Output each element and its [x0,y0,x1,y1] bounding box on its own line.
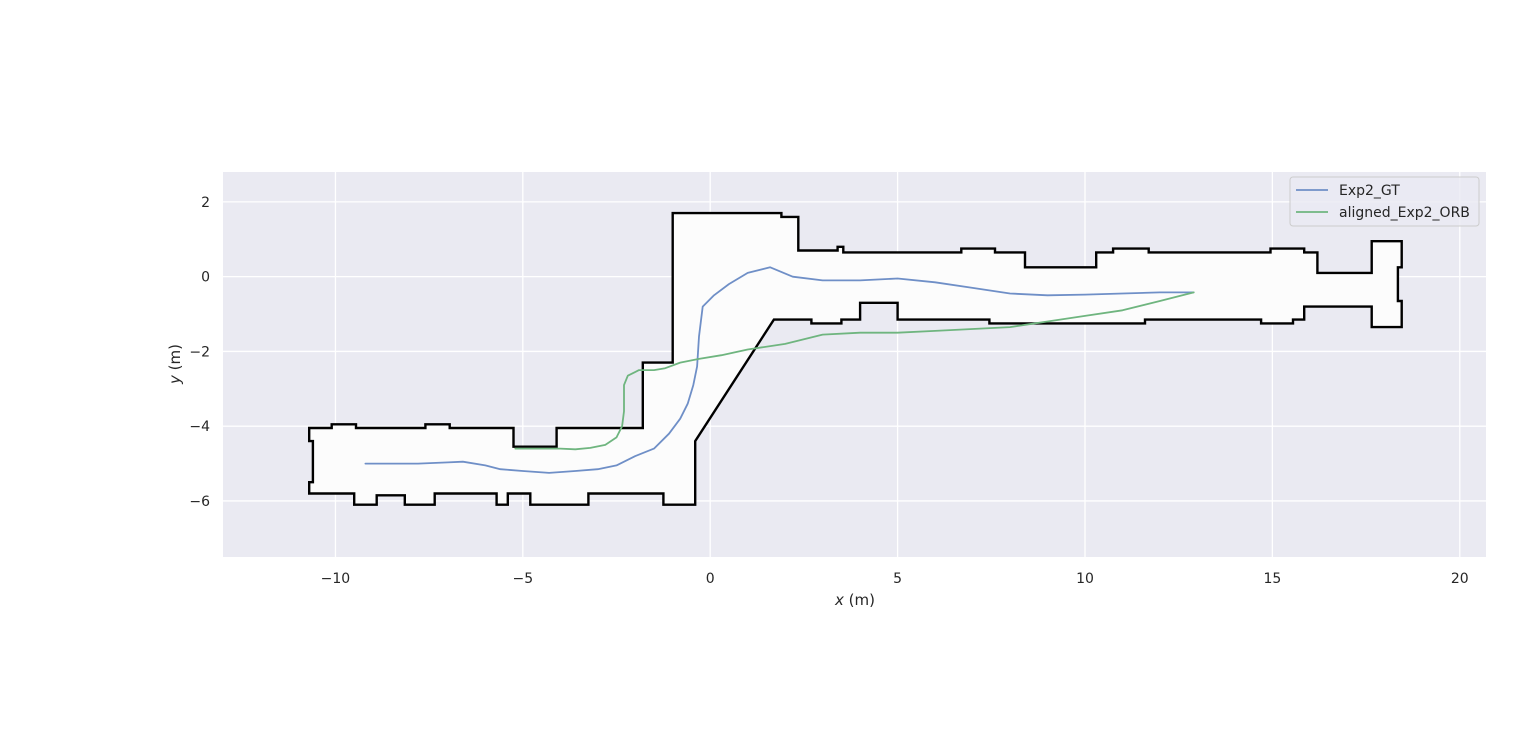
y-axis-label-unit: (m) [166,344,184,375]
legend: Exp2_GT aligned_Exp2_ORB [1289,176,1480,227]
map-outline [308,211,1403,506]
legend-label-gt: Exp2_GT [1339,183,1400,199]
x-tick-label: 0 [706,571,715,587]
x-tick-label: 10 [1076,571,1094,587]
trajectory-series [364,266,1195,474]
x-tick-label: −10 [321,571,351,587]
x-tick-label: 15 [1263,571,1281,587]
x-tick-label: −5 [513,571,534,587]
y-tick-label: −2 [189,344,210,360]
y-tick-label: 2 [201,195,210,211]
x-tick-label: 5 [893,571,902,587]
x-tick-label: 20 [1451,571,1469,587]
gt-trajectory-line [364,266,1195,474]
y-tick-labels: 2 0 −2 −4 −6 [189,195,210,510]
y-tick-label: −4 [189,419,210,435]
x-axis-label: x (m) [834,591,875,609]
y-axis-label-var: y [166,374,184,385]
y-tick-label: −6 [189,494,210,510]
legend-box [1289,176,1480,227]
occupancy-map [308,211,1403,506]
x-tick-labels: −10 −5 0 5 10 15 20 [321,571,1469,587]
x-axis-label-var: x [834,591,844,609]
y-tick-label: 0 [201,270,210,286]
orb-trajectory-line [514,291,1195,451]
legend-label-orb: aligned_Exp2_ORB [1339,205,1470,221]
x-axis-label-unit: (m) [844,591,875,609]
y-axis-label: y (m) [166,344,184,385]
